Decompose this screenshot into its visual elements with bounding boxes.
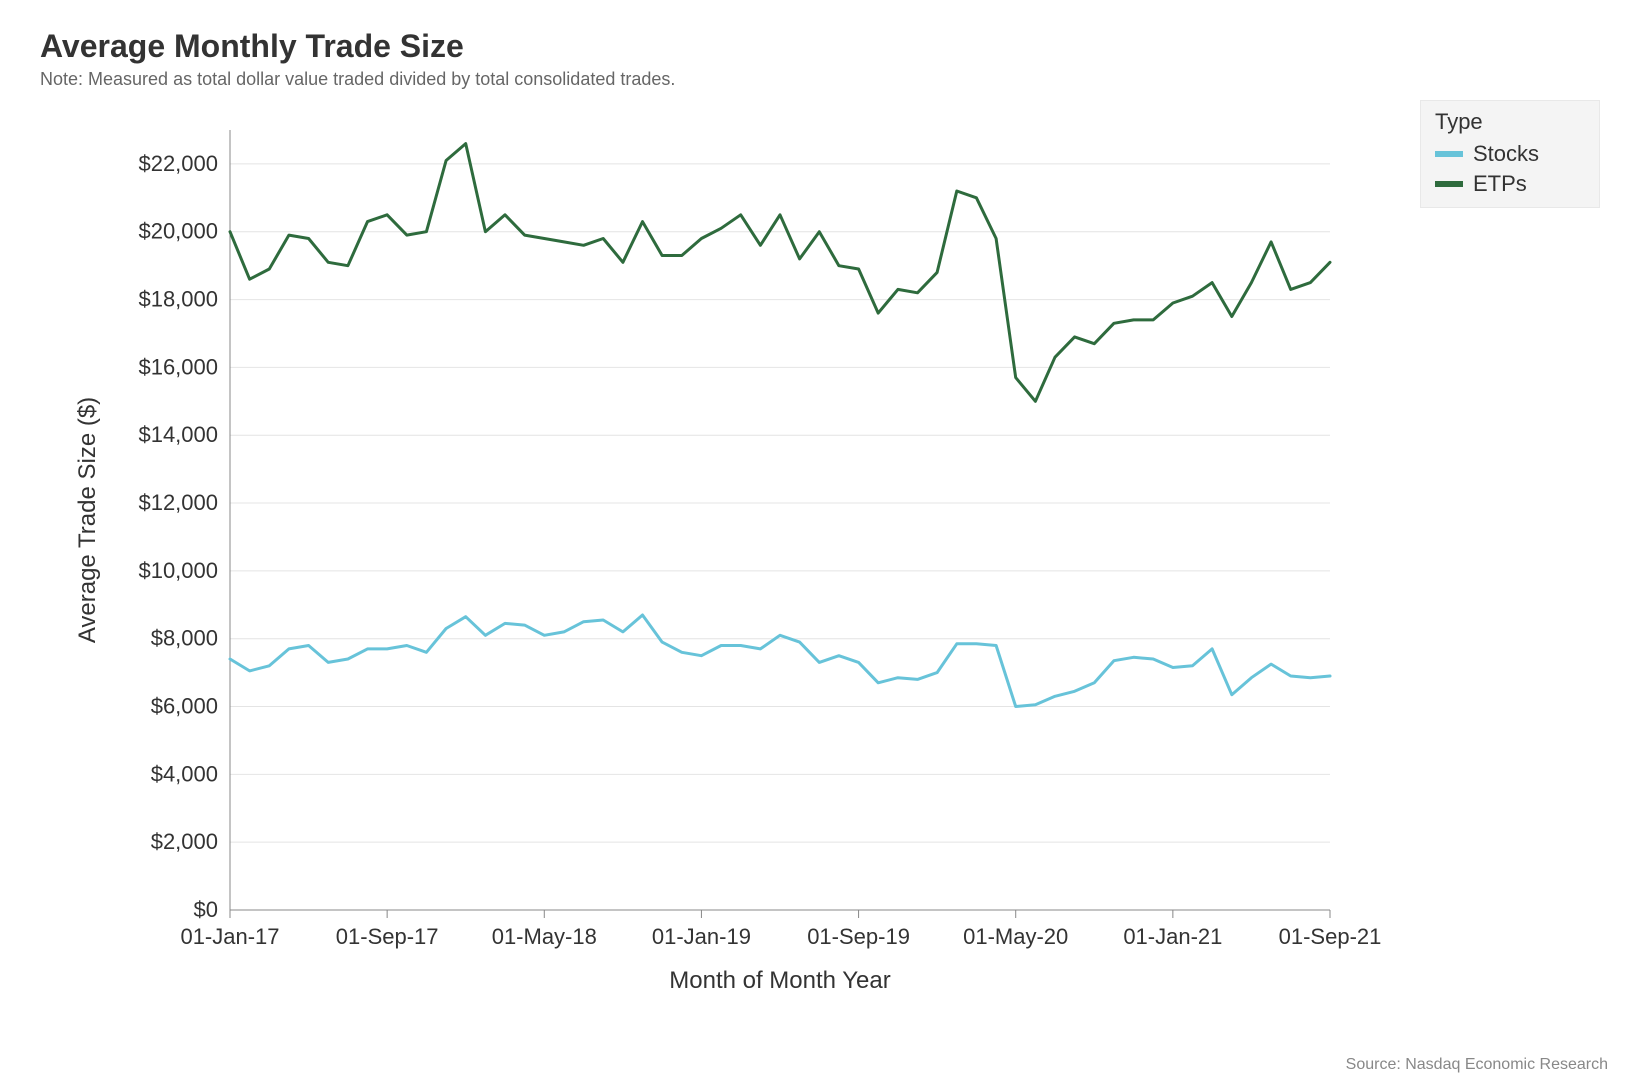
x-tick-label: 01-Jan-19 bbox=[652, 924, 751, 949]
y-tick-label: $4,000 bbox=[151, 761, 218, 786]
source-note: Source: Nasdaq Economic Research bbox=[1346, 1056, 1608, 1074]
chart-title: Average Monthly Trade Size bbox=[40, 28, 1608, 65]
x-tick-label: 01-Sep-21 bbox=[1279, 924, 1382, 949]
chart-page: Average Monthly Trade Size Note: Measure… bbox=[0, 0, 1648, 1088]
legend-swatch-etps bbox=[1435, 181, 1463, 187]
legend-item-etps: ETPs bbox=[1435, 171, 1539, 197]
x-tick-label: 01-Jan-17 bbox=[180, 924, 279, 949]
y-tick-label: $16,000 bbox=[138, 354, 218, 379]
legend-item-stocks: Stocks bbox=[1435, 141, 1539, 167]
x-axis-label: Month of Month Year bbox=[669, 967, 890, 994]
y-tick-label: $2,000 bbox=[151, 829, 218, 854]
y-tick-label: $8,000 bbox=[151, 626, 218, 651]
y-axis-label: Average Trade Size ($) bbox=[74, 397, 101, 643]
x-tick-label: 01-May-20 bbox=[963, 924, 1068, 949]
x-tick-label: 01-Sep-17 bbox=[336, 924, 439, 949]
chart-area: $0 $2,000 $4,000 $6,000 $8,000 $10,000 $12,000… bbox=[40, 100, 1600, 1020]
x-tick-label: 01-Sep-19 bbox=[807, 924, 910, 949]
y-tick-label: $12,000 bbox=[138, 490, 218, 515]
legend-swatch-stocks bbox=[1435, 151, 1463, 157]
legend-label-etps: ETPs bbox=[1473, 171, 1527, 197]
series-line-stocks bbox=[230, 615, 1330, 707]
legend: Type Stocks ETPs bbox=[1420, 100, 1600, 208]
y-tick-label: $10,000 bbox=[138, 558, 218, 583]
chart-subtitle: Note: Measured as total dollar value tra… bbox=[40, 69, 1608, 90]
y-tick-label: $6,000 bbox=[151, 694, 218, 719]
legend-label-stocks: Stocks bbox=[1473, 141, 1539, 167]
chart-svg: $0 $2,000 $4,000 $6,000 $8,000 $10,000 $12,000… bbox=[40, 100, 1600, 1020]
series-line-etps bbox=[230, 144, 1330, 402]
x-tick-label: 01-May-18 bbox=[492, 924, 597, 949]
x-tick-label: 01-Jan-21 bbox=[1123, 924, 1222, 949]
y-tick-label: $22,000 bbox=[138, 151, 218, 176]
y-tick-label: $14,000 bbox=[138, 422, 218, 447]
y-tick-label: $20,000 bbox=[138, 219, 218, 244]
y-tick-label: $0 bbox=[194, 897, 218, 922]
y-tick-label: $18,000 bbox=[138, 287, 218, 312]
legend-title: Type bbox=[1435, 109, 1539, 135]
